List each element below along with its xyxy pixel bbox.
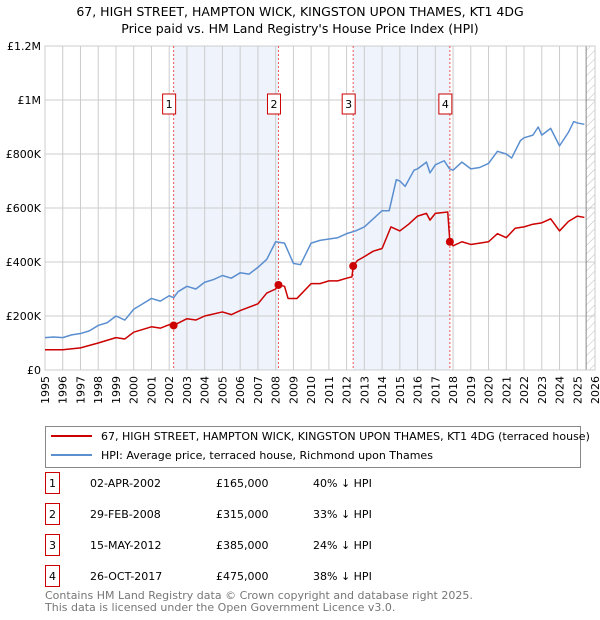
x-tick-label: 2012 — [341, 376, 354, 404]
sale-marker-box — [162, 93, 177, 115]
sale-hpi-diff: 24% ↓ HPI — [313, 539, 372, 552]
sale-date: 15-MAY-2012 — [90, 539, 162, 552]
x-tick-label: 2016 — [412, 376, 425, 404]
sale-number: 4 — [49, 570, 56, 583]
footer-licence: This data is licensed under the Open Gov… — [44, 601, 395, 614]
y-tick-label: £600K — [6, 202, 42, 215]
x-tick-label: 2010 — [305, 376, 318, 404]
sale-point — [274, 280, 283, 289]
chart-subtitle: Price paid vs. HM Land Registry's House … — [121, 21, 478, 36]
sale-marker-label: 3 — [345, 98, 352, 111]
x-tick-label: 2007 — [252, 376, 265, 404]
x-tick-label: 2008 — [270, 376, 283, 404]
sale-number: 1 — [49, 477, 56, 490]
sale-row: 2 29-FEB-2008 £315,000 33% ↓ HPI — [45, 503, 372, 525]
y-tick-label: £200K — [6, 310, 42, 323]
sale-price: £475,000 — [216, 570, 269, 583]
sale-price: £165,000 — [216, 477, 269, 490]
x-tick-label: 2020 — [483, 376, 496, 404]
sale-number: 3 — [49, 539, 56, 552]
footer-copyright: Contains HM Land Registry data © Crown c… — [45, 589, 473, 602]
x-tick-label: 2022 — [518, 376, 531, 404]
sale-hpi-diff: 33% ↓ HPI — [313, 508, 372, 521]
x-tick-label: 2005 — [216, 376, 229, 404]
sale-marker-box — [266, 93, 281, 115]
x-tick-label: 2011 — [323, 376, 336, 404]
x-tick-label: 2001 — [145, 376, 158, 404]
x-tick-label: 2000 — [128, 376, 141, 404]
sale-number: 2 — [49, 508, 56, 521]
sale-row: 4 26-OCT-2017 £475,000 38% ↓ HPI — [45, 565, 372, 587]
sale-point — [169, 321, 178, 330]
sale-date: 26-OCT-2017 — [90, 570, 162, 583]
y-tick-label: £0 — [27, 364, 41, 377]
sale-marker-box — [438, 93, 453, 115]
sale-marker-label: 4 — [442, 98, 449, 111]
x-tick-label: 2002 — [163, 376, 176, 404]
sale-number-box — [45, 534, 60, 556]
sale-marker-label: 1 — [166, 98, 173, 111]
y-tick-label: £1.2M — [7, 40, 41, 53]
sale-number-box — [45, 565, 60, 587]
y-tick-label: £400K — [6, 256, 42, 269]
sale-date: 29-FEB-2008 — [90, 508, 161, 521]
legend: 67, HIGH STREET, HAMPTON WICK, KINGSTON … — [45, 426, 590, 468]
x-tick-label: 1997 — [74, 376, 87, 404]
chart-title: 67, HIGH STREET, HAMPTON WICK, KINGSTON … — [76, 4, 523, 19]
sale-marker-box — [341, 93, 356, 115]
x-tick-label: 2021 — [500, 376, 513, 404]
property-price-line — [45, 211, 585, 351]
x-tick-label: 2006 — [234, 376, 247, 404]
sale-row: 3 15-MAY-2012 £385,000 24% ↓ HPI — [45, 534, 372, 556]
x-tick-label: 2018 — [447, 376, 460, 404]
sale-hpi-diff: 38% ↓ HPI — [313, 570, 372, 583]
sale-price: £385,000 — [216, 539, 269, 552]
x-tick-label: 2026 — [589, 376, 600, 404]
x-tick-label: 2019 — [465, 376, 478, 404]
x-tick-label: 2009 — [287, 376, 300, 404]
x-tick-label: 2017 — [429, 376, 442, 404]
legend-hpi: HPI: Average price, terraced house, Rich… — [101, 449, 433, 462]
sale-hpi-diff: 40% ↓ HPI — [313, 477, 372, 490]
plot-frame — [44, 45, 596, 371]
x-tick-label: 2004 — [199, 376, 212, 404]
x-tick-label: 2025 — [571, 376, 584, 404]
x-tick-label: 1999 — [110, 376, 123, 404]
sale-point — [349, 262, 358, 271]
y-tick-label: £800K — [6, 148, 42, 161]
legend-property: 67, HIGH STREET, HAMPTON WICK, KINGSTON … — [101, 430, 590, 443]
y-tick-label: £1M — [18, 94, 42, 107]
x-tick-label: 2013 — [358, 376, 371, 404]
projection-region — [586, 46, 595, 370]
x-tick-label: 2023 — [536, 376, 549, 404]
x-tick-label: 2024 — [554, 376, 567, 404]
x-tick-label: 2003 — [181, 376, 194, 404]
x-tick-label: 2014 — [376, 376, 389, 404]
sale-point — [445, 237, 454, 246]
x-tick-label: 2015 — [394, 376, 407, 404]
x-tick-label: 1995 — [39, 376, 52, 404]
x-tick-label: 1996 — [57, 376, 70, 404]
sale-marker-label: 2 — [270, 98, 277, 111]
sale-number-box — [45, 503, 60, 525]
sale-row: 1 02-APR-2002 £165,000 40% ↓ HPI — [45, 472, 372, 494]
sale-price: £315,000 — [216, 508, 269, 521]
hpi-line — [44, 120, 585, 339]
x-tick-label: 1998 — [92, 376, 105, 404]
sale-date: 02-APR-2002 — [90, 477, 161, 490]
sale-number-box — [45, 472, 60, 494]
